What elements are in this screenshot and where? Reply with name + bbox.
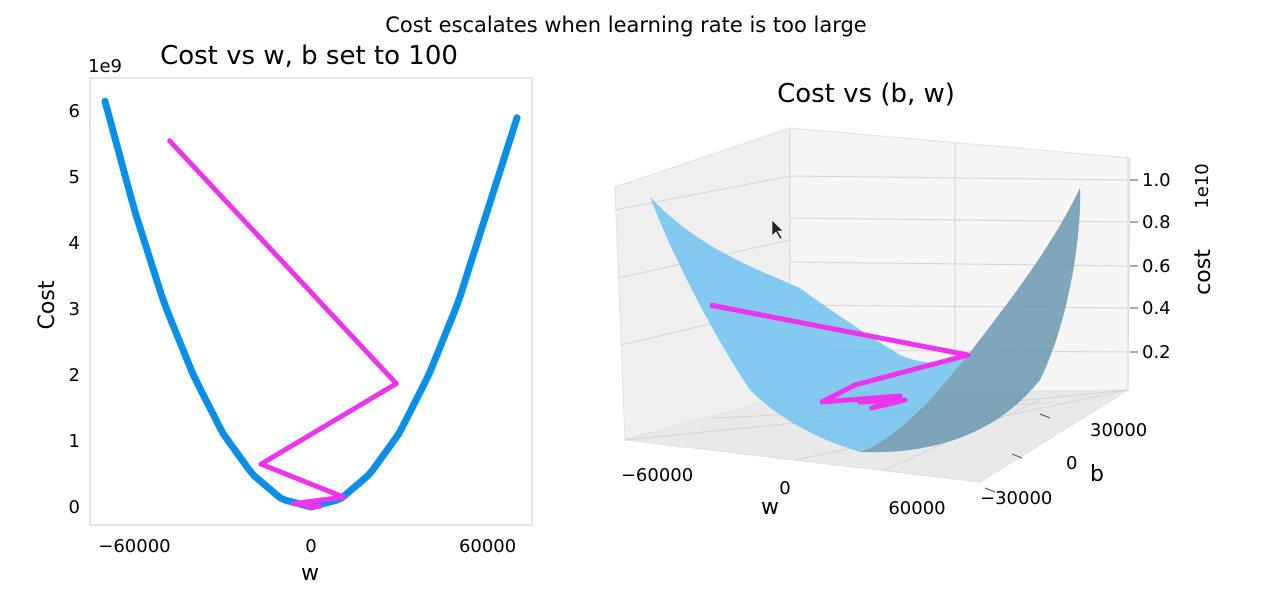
w-axis-label: w: [761, 495, 779, 520]
figure-suptitle: Cost escalates when learning rate is too…: [385, 13, 866, 37]
w-tick-label: −60000: [621, 465, 693, 486]
w-ticks: −60000 0 60000: [621, 465, 946, 519]
left-x-tick-label: 60000: [459, 536, 516, 557]
b-axis-label: b: [1090, 462, 1104, 487]
left-y-tick-label: 4: [69, 233, 80, 254]
left-series: [101, 97, 521, 511]
left-chart-title: Cost vs w, b set to 100: [160, 41, 458, 71]
right-chart-title: Cost vs (b, w): [777, 79, 955, 109]
left-y-tick-label: 6: [69, 101, 80, 122]
b-ticks: 30000 0 −30000: [980, 413, 1147, 509]
descent-path-3d: [709, 302, 971, 411]
left-y-label: Cost: [35, 280, 60, 329]
z-ticks: 0.2 0.4 0.6 0.8 1.0: [1130, 170, 1171, 363]
left-y-tick-label: 5: [69, 167, 80, 188]
left-y-tick-label: 2: [69, 365, 80, 386]
b-tick-label: 0: [1066, 453, 1077, 474]
mouse-cursor-icon: [771, 219, 784, 240]
z-offset-label: 1e10: [1192, 163, 1213, 208]
cost-curve-line: [101, 97, 521, 511]
z-tick-label: 0.6: [1142, 256, 1171, 277]
z-tick-label: 0.4: [1142, 298, 1171, 319]
b-tick-label: −30000: [980, 488, 1052, 509]
left-x-label: w: [301, 561, 319, 586]
w-tick-label: 60000: [888, 498, 945, 519]
z-tick-label: 1.0: [1142, 170, 1171, 191]
left-chart: Cost vs w, b set to 100 1e9 −60000 0 60000…: [35, 41, 533, 586]
z-tick-label: 0.8: [1142, 212, 1171, 233]
left-x-tick-label: −60000: [98, 536, 170, 557]
left-y-offset-label: 1e9: [88, 56, 122, 77]
left-y-tick-label: 1: [69, 431, 80, 452]
surface-shaded: [860, 188, 1081, 453]
b-tick-label: 30000: [1090, 420, 1147, 441]
left-y-tick-label: 3: [69, 299, 80, 320]
w-tick-label: 0: [779, 478, 790, 499]
left-y-tick-label: 0: [69, 497, 80, 518]
z-axis-label: cost: [1191, 249, 1216, 295]
left-x-tick-label: 0: [305, 536, 316, 557]
right-chart: Cost vs (b, w): [614, 79, 1216, 520]
descent-path-line: [167, 138, 399, 510]
left-plot-frame: [89, 77, 533, 526]
z-tick-label: 0.2: [1142, 342, 1171, 363]
left-ticks: −60000 0 60000 0 1 2 3 4 5 6: [69, 101, 517, 557]
